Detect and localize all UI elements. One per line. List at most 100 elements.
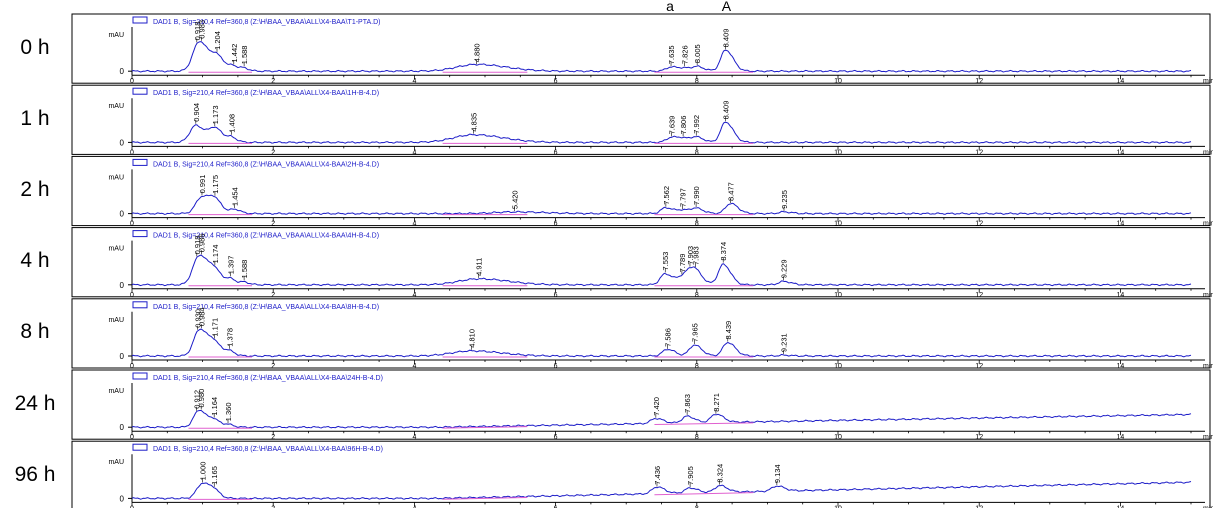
x-tick-label: 6 — [554, 434, 558, 441]
x-unit-label: min — [1203, 363, 1213, 370]
x-tick-label: 6 — [554, 505, 558, 508]
peak-label: 8.409 — [722, 101, 731, 120]
signal-trace — [131, 410, 1192, 429]
time-label: 4 h — [20, 249, 50, 273]
integration-baseline — [654, 492, 754, 496]
peak-label: 7.903 — [686, 246, 695, 265]
peak-label: 7.797 — [678, 188, 687, 207]
legend-swatch — [132, 230, 148, 238]
peak-label: 7.863 — [683, 394, 692, 413]
x-tick-label: 10 — [834, 434, 842, 441]
peak-label: 7.983 — [692, 246, 701, 265]
peak-label: 5.420 — [511, 190, 520, 209]
x-tick-label: 10 — [834, 505, 842, 508]
x-tick-label: 8 — [695, 221, 699, 228]
peak-label: 0.918 — [193, 22, 202, 41]
y-zero-label: 0 — [120, 281, 125, 290]
x-tick-label: 2 — [271, 363, 275, 370]
y-unit-label: mAU — [108, 459, 124, 466]
trace-header: DAD1 B, Sig=210,4 Ref=360,8 (Z:\H\BAA_VB… — [153, 375, 383, 382]
panel-frame — [71, 13, 1211, 84]
x-tick-label: 8 — [695, 505, 699, 508]
peak-label: 7.990 — [692, 186, 701, 205]
panel-frame — [71, 298, 1211, 369]
y-zero-label: 0 — [120, 352, 125, 361]
integration-baseline — [442, 496, 528, 500]
x-tick-label: 12 — [975, 78, 983, 85]
x-tick-label: 4 — [412, 149, 416, 156]
time-label: 1 h — [20, 106, 50, 130]
x-tick-label: 14 — [1117, 149, 1125, 156]
panel-frame — [71, 155, 1211, 227]
x-tick-label: 4 — [412, 221, 416, 228]
x-tick-label: 4 — [412, 292, 416, 299]
x-tick-label: 4 — [412, 505, 416, 508]
x-unit-label: min — [1203, 505, 1213, 508]
x-tick-label: 6 — [554, 292, 558, 299]
peak-label: 7.562 — [662, 186, 671, 205]
chromatogram-panel: DAD1 B, Sig=210,4 Ref=360,8 (Z:\H\BAA_VB… — [71, 440, 1213, 508]
y-unit-label: mAU — [108, 32, 124, 39]
x-tick-label: 0 — [130, 149, 134, 156]
integration-baseline — [654, 422, 754, 426]
peak-label: 1.397 — [227, 256, 236, 275]
x-tick-label: 8 — [695, 292, 699, 299]
peak-label: 1.175 — [211, 175, 220, 194]
x-tick-label: 0 — [130, 78, 134, 85]
peak-label: 0.980 — [197, 389, 206, 408]
peak-label: 8.477 — [726, 182, 735, 201]
x-tick-label: 2 — [271, 221, 275, 228]
time-label: 2 h — [20, 178, 50, 201]
chromatogram-panel: DAD1 B, Sig=210,4 Ref=360,8 (Z:\H\BAA_VB… — [71, 227, 1213, 299]
peak-label: 1.588 — [240, 46, 249, 65]
chromatogram-panel: DAD1 B, Sig=210,4 Ref=360,8 (Z:\H\BAA_VB… — [71, 155, 1213, 228]
legend-swatch — [132, 301, 148, 309]
x-tick-label: 0 — [130, 505, 134, 508]
signal-trace — [131, 121, 1192, 144]
chromatogram-panel: DAD1 B, Sig=210,4 Ref=360,8 (Z:\H\BAA_VB… — [71, 13, 1213, 85]
trace-header: DAD1 B, Sig=210,4 Ref=360,8 (Z:\H\BAA_VB… — [153, 161, 379, 168]
x-tick-label: 6 — [554, 78, 558, 85]
peak-label: 1.000 — [199, 462, 208, 481]
y-unit-label: mAU — [108, 103, 124, 110]
x-tick-label: 12 — [975, 221, 983, 228]
peak-label: 1.442 — [230, 44, 239, 63]
x-tick-label: 6 — [554, 149, 558, 156]
x-tick-label: 14 — [1117, 292, 1125, 299]
peak-label: 9.134 — [773, 464, 782, 483]
legend-swatch — [132, 443, 148, 451]
x-unit-label: min — [1203, 149, 1213, 156]
x-tick-label: 14 — [1117, 363, 1125, 370]
x-tick-label: 4 — [412, 434, 416, 441]
peak-label: 0.991 — [198, 175, 207, 194]
x-tick-label: 4 — [412, 78, 416, 85]
peak-label: 8.374 — [719, 242, 728, 261]
peak-label: 7.420 — [652, 397, 661, 416]
legend-swatch — [132, 372, 148, 380]
peak-label: 1.408 — [227, 114, 236, 133]
peak-label: 0.912 — [192, 390, 201, 409]
peak-label: 4.880 — [473, 43, 482, 62]
trace-header: DAD1 B, Sig=210,4 Ref=360,8 (Z:\H\BAA_VB… — [153, 19, 380, 26]
peak-label: 8.271 — [712, 393, 721, 412]
x-tick-label: 12 — [975, 505, 983, 508]
peak-label: 0.918 — [193, 236, 202, 255]
signal-trace — [131, 41, 1192, 73]
trace-header: DAD1 B, Sig=210,4 Ref=360,8 (Z:\H\BAA_VB… — [153, 304, 379, 311]
panel-frame — [71, 440, 1211, 508]
peak-label: 7.635 — [667, 45, 676, 64]
x-tick-label: 10 — [834, 78, 842, 85]
x-tick-label: 2 — [271, 505, 275, 508]
peak-label: 7.789 — [678, 254, 687, 273]
x-tick-label: 10 — [834, 363, 842, 370]
y-unit-label: mAU — [108, 317, 124, 324]
x-tick-label: 2 — [271, 292, 275, 299]
x-tick-label: 0 — [130, 363, 134, 370]
peak-label: 1.378 — [225, 328, 234, 347]
x-tick-label: 14 — [1117, 505, 1125, 508]
x-tick-label: 2 — [271, 149, 275, 156]
y-zero-label: 0 — [120, 138, 125, 147]
chromatogram-panel: DAD1 B, Sig=210,4 Ref=360,8 (Z:\H\BAA_VB… — [71, 369, 1213, 441]
trace-header: DAD1 B, Sig=210,4 Ref=360,8 (Z:\H\BAA_VB… — [153, 233, 379, 240]
